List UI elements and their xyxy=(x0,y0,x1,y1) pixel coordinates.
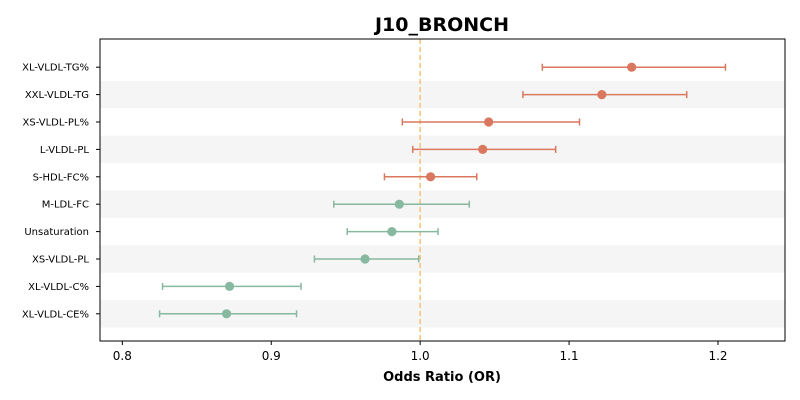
plot-frame xyxy=(99,38,786,342)
y-tick-label: M-LDL-FC xyxy=(42,200,89,211)
x-axis-label: Odds Ratio (OR) xyxy=(383,370,501,385)
y-tick-label: L-VLDL-PL xyxy=(40,145,90,156)
y-tick-label: Unsaturation xyxy=(24,227,89,238)
y-axis: XL-VLDL-TG% XXL-VLDL-TG XS-VLDL-PL% L-VLDL-… xyxy=(22,63,100,320)
or-point xyxy=(478,144,488,154)
or-point xyxy=(597,90,607,100)
or-point xyxy=(387,227,397,237)
or-point xyxy=(425,172,436,182)
x-tick-label: 1.1 xyxy=(560,349,579,363)
or-point xyxy=(394,199,404,209)
y-tick-label: XL-VLDL-TG% xyxy=(22,63,89,74)
or-point xyxy=(484,117,494,127)
x-axis: 0.8 0.9 1.0 1.1 1.2 xyxy=(113,341,728,363)
or-point xyxy=(224,281,235,291)
row-shade xyxy=(100,245,785,273)
x-tick-label: 1.2 xyxy=(708,349,727,363)
chart-title: J10_BRONCH xyxy=(373,14,509,36)
x-tick-label: 0.8 xyxy=(113,349,132,363)
or-point xyxy=(221,309,232,319)
y-tick-label: XS-VLDL-PL xyxy=(32,255,89,266)
y-tick-label: S-HDL-FC% xyxy=(33,172,89,183)
or-point xyxy=(627,62,637,72)
or-point xyxy=(360,254,370,264)
plot-marks xyxy=(158,62,727,319)
x-tick-label: 0.9 xyxy=(262,349,281,363)
y-tick-label: XS-VLDL-PL% xyxy=(23,118,89,129)
x-tick-label: 1.0 xyxy=(411,349,430,363)
y-tick-label: XL-VLDL-C% xyxy=(28,282,89,293)
y-tick-label: XXL-VLDL-TG xyxy=(25,90,89,101)
y-tick-label: XL-VLDL-CE% xyxy=(22,309,89,320)
